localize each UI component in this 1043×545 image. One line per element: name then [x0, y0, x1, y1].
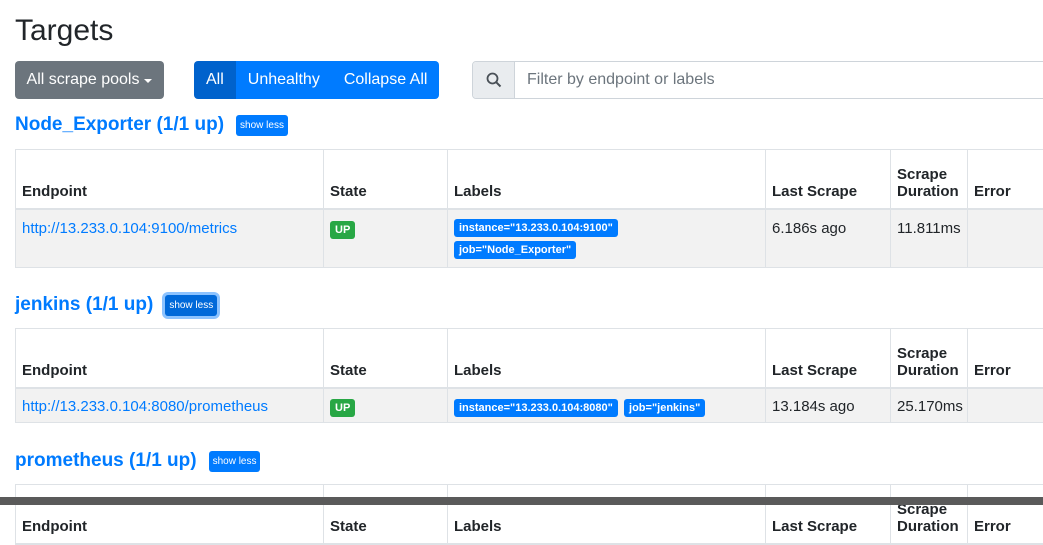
table-row: http://13.233.0.104:8080/prometheus UP i… [16, 388, 1043, 423]
col-error: Error [968, 329, 1043, 388]
col-duration: Scrape Duration [891, 150, 968, 209]
bottom-bar [0, 497, 1043, 505]
pool-title-link[interactable]: Node_Exporter (1/1 up) [15, 114, 224, 136]
table-row: http://13.233.0.104:9100/metrics UP inst… [16, 209, 1043, 268]
search-icon [473, 62, 515, 98]
col-labels: Labels [448, 485, 766, 544]
last-scrape: 13.184s ago [766, 388, 891, 423]
page-title: Targets [15, 14, 113, 48]
pool-header-prometheus: prometheus (1/1 up) show less [15, 450, 260, 472]
error [968, 209, 1043, 268]
error [968, 388, 1043, 423]
col-endpoint: Endpoint [16, 329, 324, 388]
col-state: State [324, 150, 448, 209]
collapse-all-button[interactable]: Collapse All [332, 61, 440, 99]
show-less-button[interactable]: show less [209, 451, 261, 472]
col-labels: Labels [448, 150, 766, 209]
col-state: State [324, 329, 448, 388]
col-duration: Scrape Duration [891, 329, 968, 388]
scrape-pools-dropdown[interactable]: All scrape pools [15, 61, 164, 99]
col-endpoint: Endpoint [16, 485, 324, 544]
endpoint-link[interactable]: http://13.233.0.104:8080/prometheus [22, 398, 268, 415]
endpoint-link[interactable]: http://13.233.0.104:9100/metrics [22, 220, 237, 237]
show-less-button[interactable]: show less [165, 295, 217, 316]
pool-header-node-exporter: Node_Exporter (1/1 up) show less [15, 114, 288, 136]
search-group [472, 61, 1043, 99]
label-badge: job="Node_Exporter" [454, 241, 576, 259]
col-error: Error [968, 485, 1043, 544]
scrape-pools-label: All scrape pools [27, 71, 140, 89]
filter-input[interactable] [515, 62, 1043, 98]
col-last-scrape: Last Scrape [766, 329, 891, 388]
col-state: State [324, 485, 448, 544]
col-duration: Scrape Duration [891, 485, 968, 544]
col-last-scrape: Last Scrape [766, 150, 891, 209]
filter-all-button[interactable]: All [194, 61, 236, 99]
caret-down-icon [144, 79, 152, 83]
scrape-duration: 25.170ms [891, 388, 968, 423]
filter-unhealthy-button[interactable]: Unhealthy [236, 61, 332, 99]
label-badge: instance="13.233.0.104:9100" [454, 219, 618, 237]
col-last-scrape: Last Scrape [766, 485, 891, 544]
label-badge: instance="13.233.0.104:8080" [454, 399, 618, 417]
pool-title-link[interactable]: prometheus (1/1 up) [15, 450, 197, 472]
show-less-button[interactable]: show less [236, 115, 288, 136]
col-labels: Labels [448, 329, 766, 388]
label-badge: job="jenkins" [624, 399, 705, 417]
pool-header-jenkins: jenkins (1/1 up) show less [15, 294, 217, 316]
state-badge: UP [330, 399, 355, 417]
col-error: Error [968, 150, 1043, 209]
col-endpoint: Endpoint [16, 150, 324, 209]
state-badge: UP [330, 221, 355, 239]
last-scrape: 6.186s ago [766, 209, 891, 268]
pool-title-link[interactable]: jenkins (1/1 up) [15, 294, 153, 316]
scrape-duration: 11.811ms [891, 209, 968, 268]
filter-button-group: All Unhealthy Collapse All [194, 61, 439, 99]
